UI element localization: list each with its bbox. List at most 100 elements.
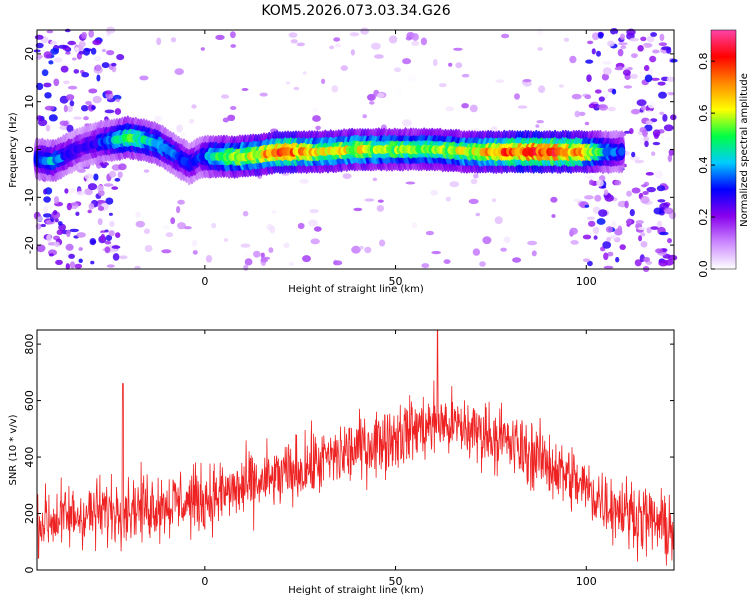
spectrogram-noise-cell: [405, 181, 416, 185]
spectrogram-noise-cell: [293, 86, 300, 91]
spectrogram-noise-cell: [44, 105, 55, 111]
spectrogram-noise-cell: [371, 42, 381, 50]
spectrogram-noise-cell: [103, 183, 114, 187]
spectrogram-noise-cell: [622, 69, 631, 76]
spectrogram-noise-cell: [637, 226, 647, 231]
spectrogram-noise-cell: [603, 265, 614, 269]
spectrogram-noise-cell: [617, 225, 623, 234]
spectrogram-noise-cell: [455, 62, 463, 69]
spectrogram-noise-cell: [63, 80, 70, 85]
spectrogram-noise-cell: [640, 232, 646, 237]
spectrogram-noise-cell: [37, 216, 44, 222]
spectrogram-noise-cell: [469, 104, 478, 113]
spectrogram-noise-cell: [538, 85, 546, 93]
spectrogram-noise-cell: [648, 68, 653, 75]
spectrogram-noise-cell: [115, 232, 121, 239]
spectrogram-noise-cell: [571, 93, 582, 100]
spectrogram-noise-cell: [223, 238, 229, 242]
spectrogram-noise-cell: [582, 258, 591, 263]
spectrogram-noise-cell: [36, 244, 46, 253]
spectrogram-noise-cell: [592, 32, 600, 41]
spectrogram-noise-cell: [601, 73, 610, 81]
spectrogram-noise-cell: [448, 62, 453, 67]
spectrogram-noise-cell: [176, 124, 183, 133]
spectrogram-noise-cell: [461, 103, 469, 109]
spectrogram-noise-cell: [411, 33, 419, 41]
spectrogram-noise-cell: [617, 48, 624, 57]
spectrogram-noise-cell: [587, 260, 593, 267]
snr-y-tick-label: 200: [23, 503, 36, 524]
spectrogram-noise-cell: [53, 196, 60, 204]
spectrogram-noise-cell: [646, 35, 655, 43]
spectrogram-noise-cell: [111, 186, 119, 190]
spectrogram-noise-cell: [558, 84, 564, 88]
spectrogram-noise-cell: [73, 116, 83, 120]
spectrogram-noise-cell: [97, 189, 105, 197]
spectrogram-noise-cell: [230, 44, 236, 48]
spectrogram-noise-cell: [592, 226, 600, 234]
spectrogram-noise-cell: [74, 47, 79, 51]
spectrogram-noise-cell: [93, 173, 99, 181]
spectrogram-noise-cell: [551, 214, 556, 218]
spectrogram-noise-cell: [605, 226, 614, 233]
spectrogram-noise-cell: [438, 83, 447, 88]
snr-y-tick-label: 0: [23, 567, 36, 574]
spectrogram-noise-cell: [468, 198, 479, 205]
spectrogram-noise-cell: [512, 257, 522, 263]
spectrogram-noise-cell: [174, 68, 184, 75]
spectrogram-noise-cell: [531, 250, 537, 257]
spectrogram-noise-cell: [68, 253, 75, 259]
spectrogram-noise-cell: [84, 173, 94, 180]
spectrogram-noise-cell: [658, 192, 665, 199]
spectrogram-x-label: Height of straight line (km): [288, 284, 424, 295]
spectrogram-noise-cell: [445, 106, 455, 112]
colorbar-tick-label: 0.0: [697, 260, 710, 278]
spectrogram-noise-cell: [143, 169, 150, 173]
spectrogram-noise-cell: [95, 64, 102, 72]
spectrogram-noise-cell: [614, 180, 622, 186]
snr-x-label: Height of straight line (km): [288, 585, 424, 596]
spectrogram-noise-cell: [183, 226, 192, 230]
spectrogram-noise-cell: [624, 200, 629, 209]
spectrogram-noise-cell: [629, 128, 634, 135]
spectrogram-noise-cell: [602, 67, 612, 75]
spectrogram-noise-cell: [657, 81, 666, 86]
snr-series-line: [37, 330, 674, 566]
snr-y-tick-label: 800: [23, 334, 36, 355]
spectrogram-y-tick-label: 10: [23, 95, 36, 109]
spectrogram-noise-cell: [604, 194, 614, 202]
snr-x-tick-label: 0: [201, 575, 208, 588]
spectrogram-y-tick-label: -20: [23, 236, 36, 254]
spectrogram-noise-cell: [104, 109, 115, 114]
spectrogram-noise-cell: [599, 175, 606, 182]
spectrogram-noise-cell: [394, 87, 403, 96]
spectrogram-noise-cell: [52, 210, 58, 216]
spectrogram-noise-cell: [230, 31, 236, 39]
spectrogram-noise-cell: [96, 185, 104, 192]
spectrogram-noise-cell: [74, 263, 83, 269]
spectrogram-noise-cell: [522, 79, 532, 83]
spectrogram-noise-cell: [302, 71, 307, 75]
spectrogram-noise-cell: [69, 100, 75, 107]
spectrogram-noise-cell: [112, 253, 120, 261]
spectrogram-noise-cell: [519, 53, 524, 59]
spectrogram-noise-cell: [100, 233, 106, 242]
spectrogram-noise-cell: [90, 260, 95, 265]
spectrogram-noise-cell: [644, 65, 650, 72]
spectrogram-noise-cell: [637, 45, 644, 52]
spectrogram-noise-cell: [191, 104, 197, 109]
spectrogram-ridge-cell: [618, 147, 626, 156]
spectrogram-noise-cell: [643, 256, 651, 263]
spectrogram-noise-cell: [607, 251, 614, 257]
spectrogram-noise-cell: [473, 173, 479, 179]
spectrogram-noise-cell: [596, 50, 601, 57]
spectrogram-noise-cell: [66, 124, 74, 133]
spectrogram-noise-cell: [591, 48, 596, 55]
spectrogram-noise-cell: [114, 177, 121, 182]
spectrogram-noise-cell: [67, 40, 76, 46]
spectrogram-noise-cell: [161, 249, 172, 254]
spectrogram-noise-cell: [503, 236, 511, 244]
spectrogram-noise-cell: [670, 114, 677, 121]
spectrogram-noise-cell: [43, 188, 48, 195]
spectrogram-noise-cell: [588, 103, 597, 109]
